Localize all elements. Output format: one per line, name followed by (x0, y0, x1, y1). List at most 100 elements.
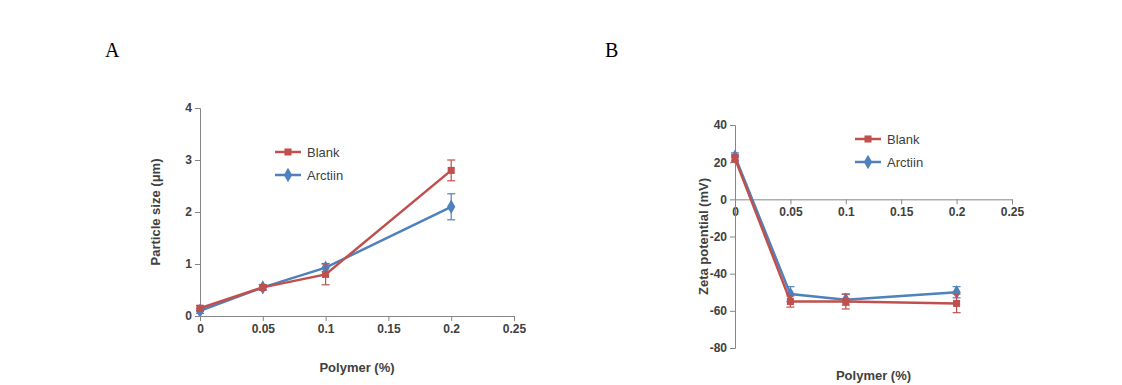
error-bar-cap (447, 193, 455, 194)
x-tick-label: 0.05 (252, 322, 276, 336)
y-tick: 2 (185, 205, 200, 219)
series (196, 160, 455, 312)
y-tick-mark (195, 108, 200, 109)
error-bar-cap (322, 284, 330, 285)
error-bar-cap (953, 312, 961, 313)
error-bar-cap (842, 294, 850, 295)
x-tick-mark (790, 199, 791, 204)
y-tick-label: 4 (185, 101, 192, 115)
y-tick-mark (730, 199, 735, 200)
x-tick: 0.1 (838, 199, 855, 219)
series (731, 149, 961, 307)
x-tick-mark (1012, 199, 1013, 204)
y-tick-mark (730, 311, 735, 312)
x-tick: 0.15 (377, 316, 401, 336)
y-tick-label: 0 (720, 193, 727, 207)
data-point (322, 271, 329, 278)
legend-marker (284, 148, 291, 155)
y-tick: 3 (185, 153, 200, 167)
legend-marker (864, 135, 871, 142)
y-tick: -40 (710, 267, 735, 281)
chart-panel: B00.050.10.150.20.25-80-60-40-2002040Pol… (605, 39, 1025, 383)
error-bar (259, 285, 267, 290)
y-tick: -60 (710, 304, 735, 318)
data-point (953, 300, 960, 307)
data-point (731, 149, 739, 163)
data-point (842, 298, 849, 305)
y-tick-label: -20 (710, 230, 728, 244)
x-tick-label: 0 (197, 322, 204, 336)
y-tick-label: 2 (185, 205, 192, 219)
x-tick: 0.05 (779, 199, 803, 219)
plot-area (731, 149, 961, 312)
data-point (259, 284, 266, 291)
y-tick-mark (195, 160, 200, 161)
error-bar (953, 294, 961, 313)
x-tick-mark (388, 316, 389, 321)
x-tick: 0 (197, 316, 204, 336)
error-bar (447, 160, 455, 181)
y-tick-label: 3 (185, 153, 192, 167)
legend-label: Arctiin (887, 155, 923, 170)
x-tick: 0.15 (890, 199, 914, 219)
y-tick-mark (195, 316, 200, 317)
y-tick: -80 (710, 341, 735, 355)
data-point (787, 298, 794, 305)
data-point (196, 305, 203, 312)
x-tick: 0.2 (949, 199, 966, 219)
x-tick-label: 0.2 (443, 322, 460, 336)
y-tick-label: -80 (710, 341, 728, 355)
error-bar-cap (786, 307, 794, 308)
y-tick-label: 0 (185, 309, 192, 323)
legend-marker (284, 168, 292, 182)
error-bar-cap (842, 308, 850, 309)
x-tick-label: 0.1 (318, 322, 335, 336)
x-tick: 0.2 (443, 316, 460, 336)
x-tick: 0.25 (503, 316, 527, 336)
x-tick-mark (901, 199, 902, 204)
x-tick-label: 0.2 (949, 205, 966, 219)
y-tick-label: -40 (710, 267, 728, 281)
y-tick: 40 (714, 118, 735, 132)
x-tick-label: 0.15 (890, 205, 914, 219)
y-tick-mark (730, 125, 735, 126)
data-point (259, 280, 267, 294)
data-point (842, 292, 850, 306)
x-axis-line (736, 200, 1013, 205)
data-point (196, 304, 204, 316)
x-tick-label: 0.25 (1001, 205, 1025, 219)
x-tick-mark (263, 316, 264, 321)
x-axis-line (201, 317, 515, 322)
y-tick-label: 1 (185, 257, 192, 271)
series-line (200, 170, 451, 308)
legend-label: Arctiin (307, 168, 343, 183)
y-axis-title: Particle size (μm) (148, 159, 163, 266)
y-tick-mark (730, 274, 735, 275)
x-tick-mark (957, 199, 958, 204)
x-tick: 0.25 (1001, 199, 1025, 219)
y-axis: 0 1 2 3 4 (185, 101, 200, 323)
x-tick-mark (326, 316, 327, 321)
legend: BlankArctiin (275, 145, 343, 183)
series (731, 155, 961, 313)
x-axis-title: Polymer (%) (319, 360, 394, 375)
figure: A 0 0.05 0.1 0.15 0.2 0.25 0 1 2 3 4 Polymer (%) Part… (0, 0, 1122, 385)
series-line (735, 158, 957, 303)
y-tick-label: -60 (710, 304, 728, 318)
y-tick-label: 40 (714, 118, 728, 132)
y-tick: 4 (185, 101, 200, 115)
y-tick-label: 20 (714, 156, 728, 170)
x-tick-mark (451, 316, 452, 321)
error-bar (731, 155, 739, 162)
panel-label: B (605, 39, 618, 61)
error-bar-cap (842, 294, 850, 295)
panel-label: A (105, 39, 120, 61)
y-axis-title: Zeta potential (mV) (696, 178, 711, 295)
x-tick-label: 0.1 (838, 205, 855, 219)
legend-marker (864, 155, 872, 169)
x-tick: 0.05 (252, 316, 276, 336)
error-bar-cap (322, 263, 330, 264)
y-tick: 1 (185, 257, 200, 271)
x-tick-label: 0.15 (377, 322, 401, 336)
data-point (448, 167, 455, 174)
